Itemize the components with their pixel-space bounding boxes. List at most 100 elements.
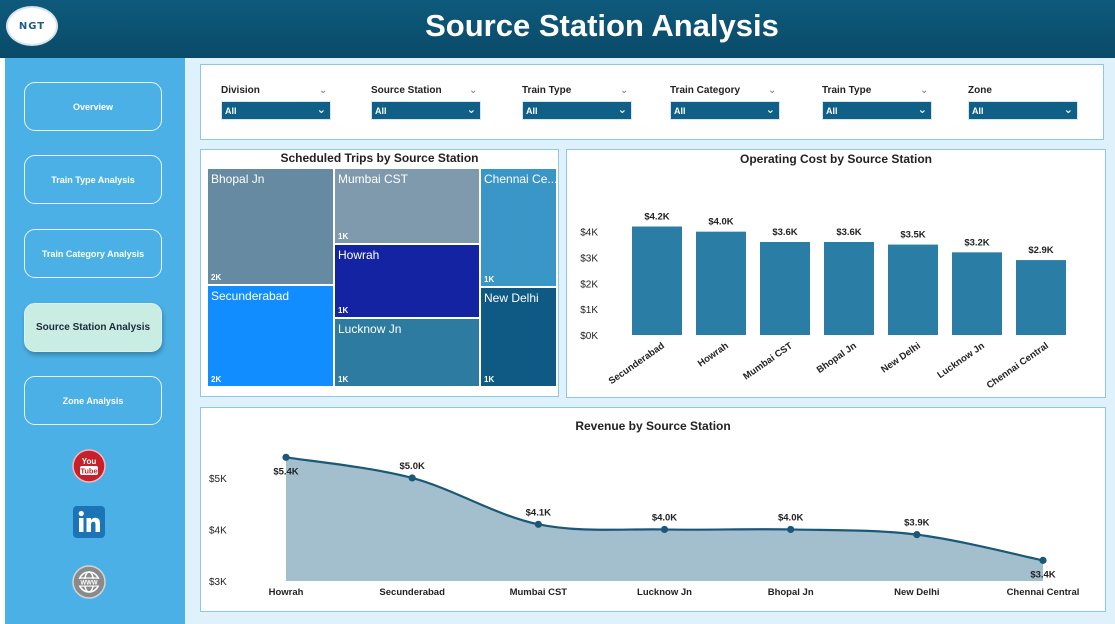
data-point[interactable]: [1039, 556, 1047, 564]
treemap-chart: Bhopal Jn 2K Secunderabad 2K Mumbai CST 1K How…: [207, 168, 557, 387]
treemap-cell-label: Bhopal Jn: [211, 172, 265, 186]
x-category-label: New Delhi: [894, 587, 939, 598]
treemap-cell[interactable]: Bhopal Jn 2K: [207, 168, 334, 285]
bar-data-label: $3.6K: [772, 227, 797, 238]
bar-chart-title: Operating Cost by Source Station: [739, 152, 933, 166]
bar[interactable]: [1016, 260, 1066, 335]
chevron-down-icon[interactable]: ⌄: [620, 85, 629, 96]
bar[interactable]: [696, 231, 746, 335]
filter-division: Division ⌄ All ⌄: [221, 85, 331, 120]
revenue-area-chart: $3K $4K $5K $5.4K Howrah $5.0K Secunderabad $4.…: [209, 453, 1079, 598]
x-category-label: Secunderabad: [379, 587, 445, 598]
chevron-down-icon: ⌄: [1063, 104, 1073, 116]
treemap-cell-label: Chennai Ce...: [484, 172, 557, 186]
website-icon[interactable]: WWW: [72, 565, 106, 599]
y-tick-label: $4K: [209, 525, 227, 536]
filter-bar: Division ⌄ All ⌄ Source Station ⌄ All ⌄ Tr…: [200, 64, 1104, 140]
youtube-icon[interactable]: You Tube: [72, 449, 106, 483]
area-fill: [286, 457, 1043, 581]
chevron-down-icon[interactable]: ⌄: [319, 85, 328, 96]
filter-train-type: Train Type ⌄ All ⌄: [522, 85, 632, 120]
nav-source-station-analysis-button[interactable]: Source Station Analysis: [24, 303, 162, 352]
chevron-down-icon[interactable]: ⌄: [920, 85, 929, 96]
bar[interactable]: [824, 242, 874, 335]
y-tick-label: $3K: [580, 254, 598, 265]
svg-text:Tube: Tube: [80, 467, 97, 476]
data-point[interactable]: [408, 474, 416, 482]
chevron-down-icon: ⌄: [316, 104, 326, 116]
division-dropdown[interactable]: All ⌄: [221, 101, 331, 120]
x-category-label: Howrah: [269, 587, 304, 598]
treemap-cell-value: 1K: [484, 275, 495, 284]
zone-dropdown[interactable]: All ⌄: [968, 101, 1078, 120]
treemap-cell[interactable]: Lucknow Jn 1K: [334, 318, 480, 387]
treemap-cell-value: 1K: [338, 232, 349, 241]
y-tick-label: $2K: [580, 279, 598, 290]
company-logo: NGT: [6, 6, 58, 46]
x-category-label: Bhopal Jn: [815, 340, 859, 375]
svg-text:You: You: [82, 457, 97, 466]
treemap-cell-value: 1K: [484, 375, 495, 384]
nav-train-category-analysis-button[interactable]: Train Category Analysis: [24, 229, 162, 278]
chevron-down-icon: ⌄: [466, 104, 476, 116]
area-chart-panel: Revenue by Source Station $3K $4K $5K $5.4K…: [200, 407, 1106, 612]
page-title: Source Station Analysis: [425, 8, 779, 43]
treemap-cell[interactable]: Howrah 1K: [334, 244, 480, 318]
treemap-cell[interactable]: New Delhi 1K: [480, 287, 557, 387]
x-category-label: Secunderabad: [607, 340, 667, 387]
point-data-label: $4.1K: [526, 507, 551, 518]
sidebar: Overview Train Type Analysis Train Categ…: [5, 58, 185, 624]
treemap-cell-value: 2K: [211, 375, 222, 384]
svg-text:WWW: WWW: [81, 581, 98, 587]
point-data-label: $3.9K: [904, 518, 929, 529]
bar[interactable]: [888, 244, 938, 335]
x-category-label: Lucknow Jn: [935, 340, 986, 381]
train-type-dropdown[interactable]: All ⌄: [522, 101, 632, 120]
chevron-down-icon[interactable]: ⌄: [469, 85, 478, 96]
bar-data-label: $4.0K: [708, 217, 733, 228]
y-tick-label: $5K: [209, 474, 227, 485]
nav-zone-analysis-button[interactable]: Zone Analysis: [24, 376, 162, 425]
point-data-label: $5.0K: [399, 461, 424, 472]
treemap-cell-label: Lucknow Jn: [338, 322, 402, 336]
y-tick-label: $4K: [580, 228, 598, 239]
source-station-dropdown[interactable]: All ⌄: [371, 101, 481, 120]
train-category-dropdown[interactable]: All ⌄: [670, 101, 780, 120]
data-point[interactable]: [282, 453, 290, 461]
treemap-cell-label: New Delhi: [484, 291, 539, 305]
treemap-cell-value: 2K: [211, 273, 222, 282]
bar[interactable]: [760, 242, 810, 335]
nav-train-type-analysis-button[interactable]: Train Type Analysis: [24, 155, 162, 204]
treemap-cell[interactable]: Secunderabad 2K: [207, 285, 334, 387]
x-category-label: Mumbai CST: [741, 340, 795, 382]
treemap-cell-label: Mumbai CST: [338, 172, 409, 186]
point-data-label: $4.0K: [778, 512, 803, 523]
chevron-down-icon: ⌄: [917, 104, 927, 116]
data-point[interactable]: [534, 520, 542, 528]
x-category-label: Bhopal Jn: [768, 587, 814, 598]
treemap-cell[interactable]: Chennai Ce... 1K: [480, 168, 557, 287]
bar-chart-panel: Operating Cost by Source Station $0K $1K $…: [566, 149, 1106, 398]
nav-overview-button[interactable]: Overview: [24, 82, 162, 131]
bar-data-label: $3.6K: [836, 227, 861, 238]
point-data-label: $5.4K: [273, 466, 298, 477]
treemap-cell[interactable]: Mumbai CST 1K: [334, 168, 480, 244]
data-point[interactable]: [913, 531, 921, 539]
train-type-2-dropdown[interactable]: All ⌄: [822, 101, 932, 120]
point-data-label: $4.0K: [652, 512, 677, 523]
treemap-cell-value: 1K: [338, 375, 349, 384]
x-category-label: Mumbai CST: [510, 587, 568, 598]
chevron-down-icon[interactable]: ⌄: [768, 85, 777, 96]
data-point[interactable]: [787, 525, 795, 534]
bar[interactable]: [632, 226, 682, 336]
bar[interactable]: [952, 252, 1002, 335]
chevron-down-icon: ⌄: [617, 104, 627, 116]
treemap-cell-label: Secunderabad: [211, 289, 290, 303]
bar-data-label: $3.2K: [964, 237, 989, 248]
linkedin-icon[interactable]: [72, 505, 106, 539]
data-point[interactable]: [660, 525, 669, 534]
treemap-cell-value: 1K: [338, 306, 349, 315]
main-content: Division ⌄ All ⌄ Source Station ⌄ All ⌄ Tr…: [185, 58, 1115, 624]
treemap-title: Scheduled Trips by Source Station: [280, 151, 479, 165]
header-bar: NGT Source Station Analysis: [0, 0, 1115, 58]
